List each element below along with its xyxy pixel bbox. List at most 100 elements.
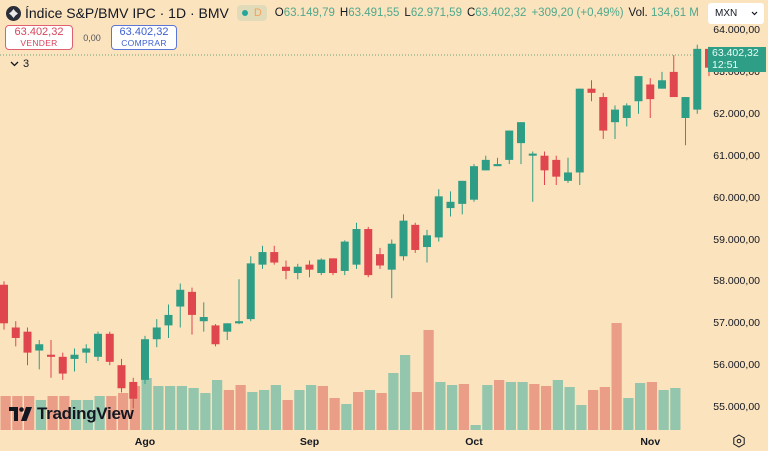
settings-icon bbox=[733, 434, 745, 448]
change-value: +309,20 (+0,49%) bbox=[531, 7, 624, 19]
volume-bar bbox=[529, 384, 540, 430]
sell-price: 63.402,32 bbox=[14, 26, 64, 39]
chevron-down-icon bbox=[10, 61, 19, 67]
volume-bar bbox=[564, 387, 575, 430]
market-open-dot-icon bbox=[241, 10, 248, 16]
volume-bar bbox=[658, 390, 669, 430]
open-label: O bbox=[274, 7, 284, 19]
candle-down bbox=[587, 88, 596, 93]
volume-bar bbox=[270, 385, 281, 430]
candle-down bbox=[211, 325, 220, 345]
candle-down bbox=[552, 159, 561, 177]
candle-up bbox=[340, 241, 349, 271]
tradingview-logo[interactable]: TradingView bbox=[9, 404, 134, 424]
volume-bar bbox=[317, 386, 328, 430]
volume-bar bbox=[59, 396, 70, 430]
candle-up bbox=[199, 317, 208, 322]
volume-bar bbox=[588, 390, 599, 430]
time-tick-label: Nov bbox=[640, 436, 661, 448]
volume-bar bbox=[447, 385, 458, 430]
buy-button[interactable]: 63.402,32 COMPRAR bbox=[111, 25, 177, 50]
candle-down bbox=[540, 155, 549, 171]
volume-bar bbox=[223, 390, 234, 430]
volume-bar bbox=[106, 396, 117, 430]
volume-bar bbox=[47, 396, 58, 430]
volume-bar bbox=[458, 384, 469, 430]
price-tick-label: 58.000,00 bbox=[713, 275, 760, 288]
candle-up bbox=[235, 321, 243, 324]
candle-down bbox=[47, 354, 55, 357]
price-tick-label: 55.000,00 bbox=[713, 401, 760, 414]
candle-up bbox=[164, 314, 173, 326]
volume-bar bbox=[400, 355, 411, 430]
volume-label: Vol. bbox=[628, 7, 648, 19]
volume-bar bbox=[670, 388, 681, 430]
volume-bar bbox=[329, 398, 340, 430]
candle-up bbox=[481, 159, 490, 171]
volume-bar bbox=[552, 380, 563, 430]
volume-bar bbox=[341, 404, 352, 430]
candle-up bbox=[575, 88, 584, 173]
volume-bar bbox=[247, 392, 258, 430]
volume-bar bbox=[212, 380, 223, 430]
candle-down bbox=[669, 71, 678, 98]
volume-bar bbox=[611, 323, 622, 430]
close-value: 63.402,32 bbox=[475, 7, 527, 19]
candle-up bbox=[528, 153, 537, 156]
candle-up bbox=[70, 354, 79, 359]
volume-bar bbox=[306, 385, 317, 430]
candle-up bbox=[387, 243, 396, 270]
close-label: C bbox=[466, 7, 476, 19]
candle-down bbox=[282, 266, 290, 271]
volume-bar bbox=[494, 380, 505, 430]
volume-bar bbox=[94, 396, 105, 430]
candle-up bbox=[564, 172, 572, 181]
candle-up bbox=[35, 344, 44, 351]
volume-bar bbox=[35, 400, 46, 430]
volume-bar bbox=[364, 390, 375, 430]
spread-value: 0,00 bbox=[83, 32, 101, 43]
open-value: 63.149,79 bbox=[283, 7, 335, 19]
market-status-badge[interactable]: D bbox=[236, 5, 267, 21]
volume-bar bbox=[153, 386, 164, 430]
price-tick-label: 60.000,00 bbox=[713, 191, 760, 204]
candle-up bbox=[658, 80, 666, 89]
candles bbox=[0, 44, 725, 409]
buy-price: 63.402,32 bbox=[119, 26, 169, 39]
candle-down bbox=[117, 365, 126, 389]
indicators-toggle[interactable]: 3 bbox=[10, 58, 29, 70]
volume-bar bbox=[470, 425, 481, 430]
volume-bar bbox=[423, 330, 434, 430]
candle-up bbox=[152, 327, 161, 340]
candle-up bbox=[317, 259, 326, 274]
price-tick-label: 56.000,00 bbox=[713, 359, 760, 372]
volume-bar bbox=[200, 393, 211, 430]
last-price-tag: 63.402,32 12:51 bbox=[708, 47, 766, 72]
volume-bar bbox=[0, 396, 11, 430]
tradingview-logo-text: TradingView bbox=[37, 404, 134, 423]
candle-up bbox=[423, 235, 431, 248]
candle-up bbox=[246, 263, 255, 320]
symbol-title[interactable]: Índice S&P/BMV IPC · 1D · BMV bbox=[25, 5, 229, 21]
buy-label: COMPRAR bbox=[121, 37, 167, 48]
volume-bar bbox=[82, 400, 93, 430]
high-value: 63.491,55 bbox=[348, 7, 400, 19]
sell-button[interactable]: 63.402,32 VENDER bbox=[5, 25, 73, 50]
candle-up bbox=[470, 166, 478, 200]
candle-down bbox=[329, 258, 337, 274]
volume-bar bbox=[635, 383, 646, 430]
price-tick-label: 57.000,00 bbox=[713, 317, 760, 330]
price-tick-label: 61.000,00 bbox=[713, 149, 760, 162]
volume-bar bbox=[505, 382, 516, 430]
low-label: L bbox=[404, 7, 411, 19]
chart-settings-button[interactable] bbox=[732, 434, 746, 448]
candle-up bbox=[693, 48, 702, 110]
volume-bars bbox=[0, 323, 681, 430]
currency-select[interactable]: MXN bbox=[708, 3, 764, 24]
volume-bar bbox=[71, 400, 82, 430]
volume-bar bbox=[259, 390, 270, 430]
candle-up bbox=[446, 201, 455, 209]
candle-down bbox=[129, 381, 138, 399]
